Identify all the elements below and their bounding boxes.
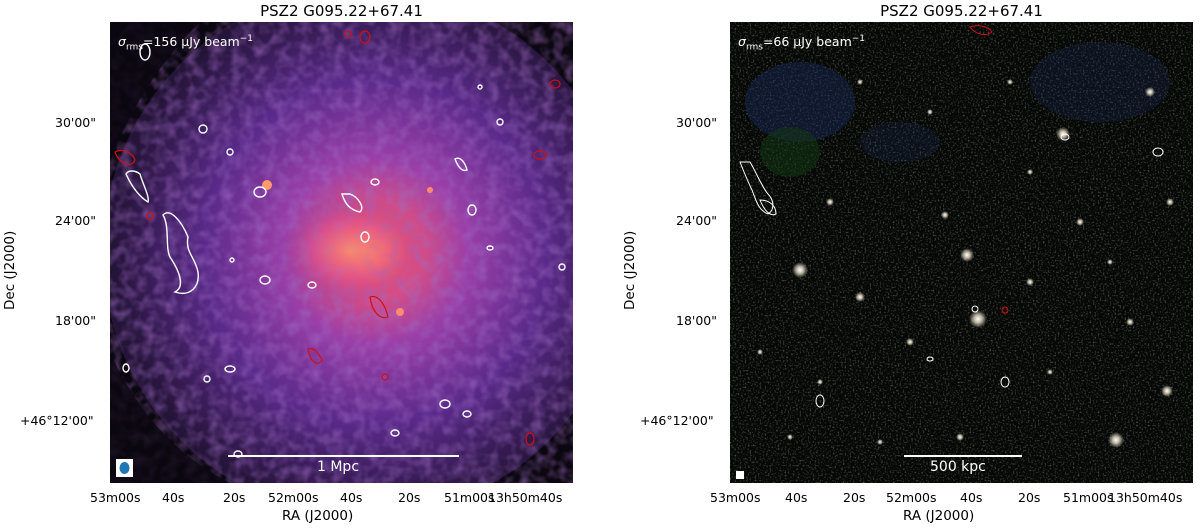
y-tick: 30'00" [676, 115, 717, 130]
y-tick: +46°12'00" [640, 413, 714, 428]
radio-contours-red [969, 25, 1009, 314]
x-tick: 20s [398, 490, 421, 505]
left-panel-title: PSZ2 G095.22+67.41 [260, 2, 423, 20]
x-tick: 40s [340, 490, 363, 505]
x-tick: 40s [162, 490, 185, 505]
x-tick: 20s [843, 490, 866, 505]
y-tick: 24'00" [55, 213, 96, 228]
right-image-svg [730, 22, 1193, 483]
y-tick: +46°12'00" [20, 413, 94, 428]
x-tick: 52m00s [268, 490, 319, 505]
left-image-svg [110, 22, 573, 483]
beam-box [736, 471, 744, 479]
y-tick: 18'00" [55, 313, 96, 328]
x-tick: 51m00s [444, 490, 495, 505]
right-optical-image: σrms=66 μJy beam−1 500 kpc [730, 22, 1193, 483]
galaxies [757, 79, 1174, 448]
x-axis-label: RA (J2000) [282, 508, 354, 524]
y-axis-label: Dec (J2000) [2, 230, 18, 310]
left-xray-image: σrms=156 μJy beam−1 1 Mpc [110, 22, 573, 483]
x-tick: 40s [960, 490, 983, 505]
radio-contours-white [739, 133, 1164, 408]
x-axis-label: RA (J2000) [903, 508, 975, 524]
scalebar-label: 1 Mpc [317, 459, 360, 475]
y-tick: 18'00" [676, 313, 717, 328]
y-axis-label: Dec (J2000) [622, 230, 638, 310]
x-tick: 51m00s [1063, 490, 1114, 505]
rms-label: σrms=156 μJy beam−1 [118, 34, 253, 53]
x-tick: 20s [1018, 490, 1041, 505]
y-tick: 30'00" [55, 115, 96, 130]
y-tick: 24'00" [676, 213, 717, 228]
scalebar-label: 500 kpc [930, 459, 986, 475]
x-tick: 13h50m40s [488, 490, 563, 505]
x-tick: 53m00s [90, 490, 141, 505]
beam-ellipse [119, 462, 130, 474]
x-tick: 52m00s [886, 490, 937, 505]
radio-contours-red [114, 30, 561, 446]
right-panel-title: PSZ2 G095.22+67.41 [880, 2, 1043, 20]
x-tick: 40s [785, 490, 808, 505]
x-tick: 53m00s [710, 490, 761, 505]
radio-contours-white [122, 43, 566, 458]
x-tick: 13h50m40s [1108, 490, 1183, 505]
rms-label: σrms=66 μJy beam−1 [738, 34, 866, 53]
x-tick: 20s [223, 490, 246, 505]
